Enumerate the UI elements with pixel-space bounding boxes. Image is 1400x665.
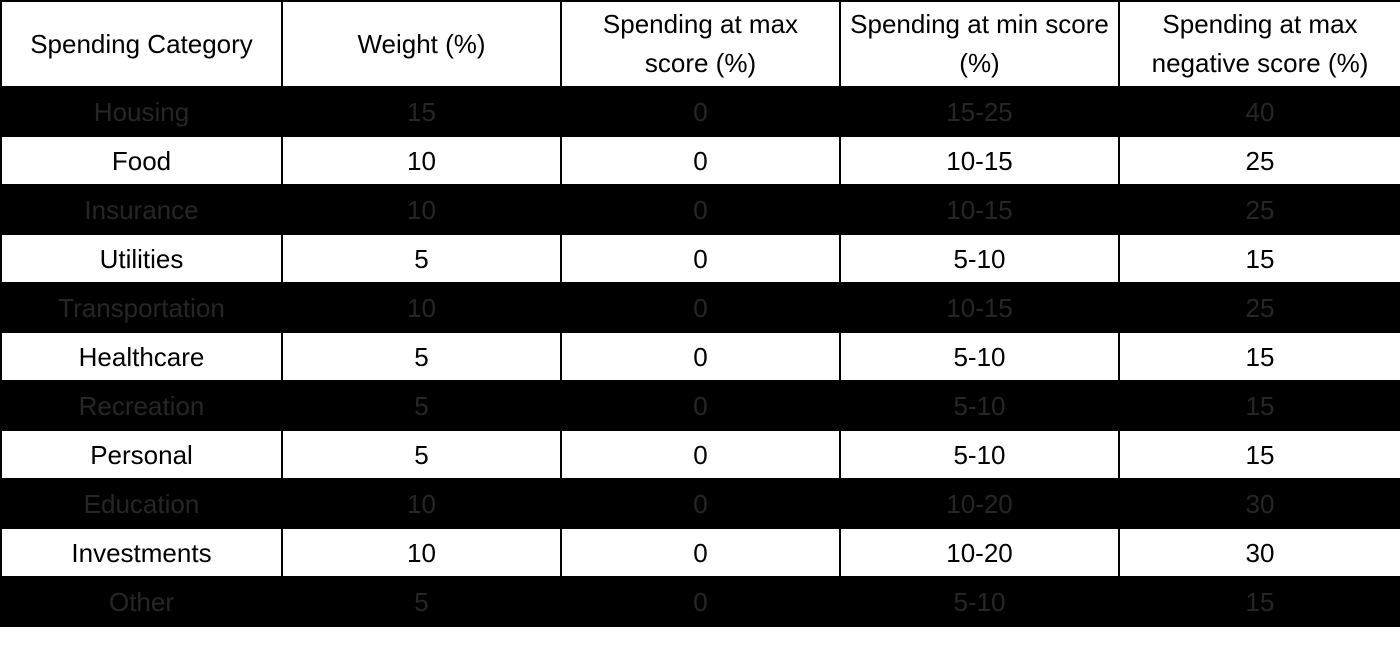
- cell-min-score: 10-15: [839, 135, 1120, 186]
- cell-category: Housing: [0, 86, 283, 137]
- cell-category: Personal: [0, 429, 283, 480]
- cell-min-score: 5-10: [839, 576, 1120, 627]
- cell-category: Transportation: [0, 282, 283, 333]
- cell-weight: 10: [281, 135, 562, 186]
- cell-min-score: 10-20: [839, 527, 1120, 578]
- cell-max-score: 0: [560, 478, 841, 529]
- cell-max-score: 0: [560, 380, 841, 431]
- cell-weight: 5: [281, 331, 562, 382]
- cell-weight: 5: [281, 576, 562, 627]
- cell-min-score: 5-10: [839, 331, 1120, 382]
- cell-category: Recreation: [0, 380, 283, 431]
- cell-weight: 5: [281, 429, 562, 480]
- cell-weight: 5: [281, 233, 562, 284]
- cell-max-negative-score: 25: [1118, 135, 1400, 186]
- cell-max-score: 0: [560, 233, 841, 284]
- table-row: Personal 5 0 5-10 15: [0, 429, 1400, 480]
- cell-max-score: 0: [560, 135, 841, 186]
- cell-max-negative-score: 40: [1118, 86, 1400, 137]
- cell-min-score: 5-10: [839, 233, 1120, 284]
- header-spending-category: Spending Category: [0, 0, 283, 88]
- cell-category: Education: [0, 478, 283, 529]
- table-row: Recreation 5 0 5-10 15: [0, 380, 1400, 431]
- cell-max-negative-score: 25: [1118, 282, 1400, 333]
- table-row: Education 10 0 10-20 30: [0, 478, 1400, 529]
- cell-weight: 15: [281, 86, 562, 137]
- cell-max-score: 0: [560, 527, 841, 578]
- cell-category: Healthcare: [0, 331, 283, 382]
- cell-max-negative-score: 15: [1118, 576, 1400, 627]
- cell-max-negative-score: 25: [1118, 184, 1400, 235]
- cell-category: Other: [0, 576, 283, 627]
- cell-min-score: 15-25: [839, 86, 1120, 137]
- header-spending-max-negative-score: Spending at max negative score (%): [1118, 0, 1400, 88]
- cell-max-negative-score: 15: [1118, 429, 1400, 480]
- cell-min-score: 10-15: [839, 184, 1120, 235]
- cell-category: Utilities: [0, 233, 283, 284]
- header-row: Spending Category Weight (%) Spending at…: [0, 0, 1400, 88]
- table-header: Spending Category Weight (%) Spending at…: [0, 0, 1400, 88]
- table-row: Other 5 0 5-10 15: [0, 576, 1400, 627]
- cell-max-negative-score: 30: [1118, 478, 1400, 529]
- cell-category: Investments: [0, 527, 283, 578]
- cell-min-score: 10-15: [839, 282, 1120, 333]
- cell-max-negative-score: 15: [1118, 380, 1400, 431]
- cell-max-score: 0: [560, 576, 841, 627]
- spending-score-table: Spending Category Weight (%) Spending at…: [0, 0, 1400, 627]
- table-row: Healthcare 5 0 5-10 15: [0, 331, 1400, 382]
- cell-min-score: 5-10: [839, 429, 1120, 480]
- cell-max-score: 0: [560, 184, 841, 235]
- cell-max-score: 0: [560, 331, 841, 382]
- cell-max-score: 0: [560, 86, 841, 137]
- table-row: Transportation 10 0 10-15 25: [0, 282, 1400, 333]
- cell-weight: 10: [281, 282, 562, 333]
- cell-category: Insurance: [0, 184, 283, 235]
- cell-max-score: 0: [560, 282, 841, 333]
- header-spending-min-score: Spending at min score (%): [839, 0, 1120, 88]
- table-row: Insurance 10 0 10-15 25: [0, 184, 1400, 235]
- table-row: Investments 10 0 10-20 30: [0, 527, 1400, 578]
- cell-max-negative-score: 15: [1118, 233, 1400, 284]
- table-row: Food 10 0 10-15 25: [0, 135, 1400, 186]
- cell-weight: 10: [281, 478, 562, 529]
- cell-max-negative-score: 15: [1118, 331, 1400, 382]
- header-weight: Weight (%): [281, 0, 562, 88]
- cell-weight: 5: [281, 380, 562, 431]
- cell-min-score: 10-20: [839, 478, 1120, 529]
- cell-max-negative-score: 30: [1118, 527, 1400, 578]
- cell-weight: 10: [281, 527, 562, 578]
- header-spending-max-score: Spending at max score (%): [560, 0, 841, 88]
- cell-max-score: 0: [560, 429, 841, 480]
- table-row: Housing 15 0 15-25 40: [0, 86, 1400, 137]
- table-row: Utilities 5 0 5-10 15: [0, 233, 1400, 284]
- cell-weight: 10: [281, 184, 562, 235]
- cell-category: Food: [0, 135, 283, 186]
- table-body: Housing 15 0 15-25 40 Food 10 0 10-15 25 Insurance…: [0, 86, 1400, 627]
- cell-min-score: 5-10: [839, 380, 1120, 431]
